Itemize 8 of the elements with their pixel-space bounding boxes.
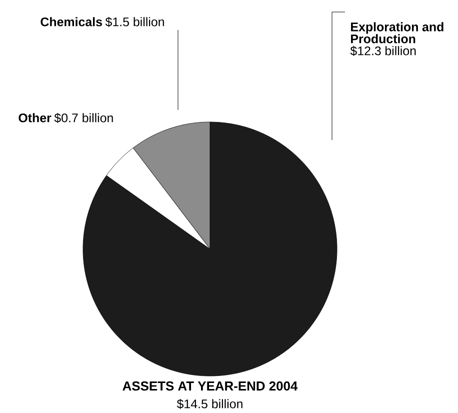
data-label: $1.5 billion [105,16,164,28]
text: ASSETS AT YEAR-END 2004 [122,381,298,391]
slice-label: Chemicals [40,17,102,26]
data-label: $12.3 billion [350,46,416,56]
data-label: $0.7 billion [54,112,113,124]
text: $14.5 billion [176,398,242,410]
slice-label: Other [18,113,52,122]
slice-label: Exploration and Production [351,22,444,44]
